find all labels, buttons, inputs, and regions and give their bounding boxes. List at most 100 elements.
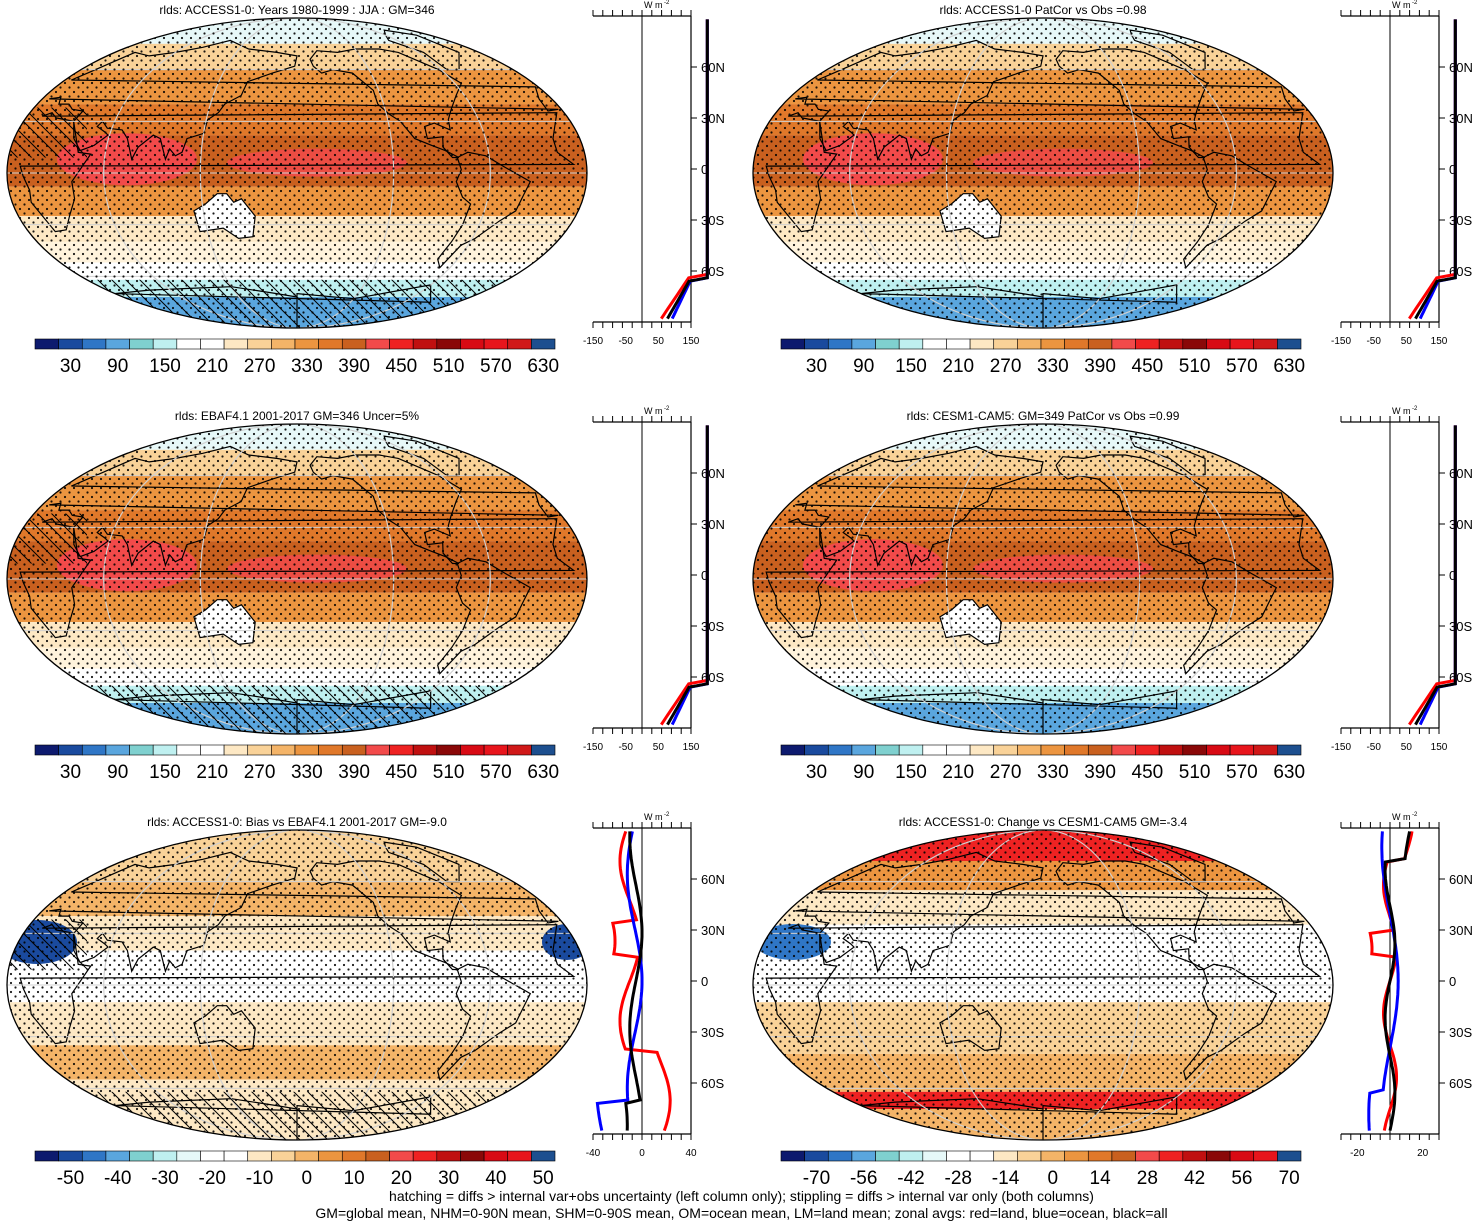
colorbar-swatch (200, 744, 225, 756)
colorbar-swatch (176, 1150, 201, 1162)
colorbar-swatch (1111, 744, 1136, 756)
zonal-lat-label: 60N (701, 466, 725, 481)
colorbar-label: -40 (104, 1168, 131, 1189)
zonal-x-tick-label: -50 (1366, 742, 1381, 753)
colorbar-swatch (898, 1150, 924, 1162)
map-outline (752, 423, 1334, 735)
panel-title: rlds: ACCESS1-0: Change vs CESM1-CAM5 GM… (899, 815, 1188, 829)
zonal-unit-label: W m (644, 812, 663, 822)
colorbar-swatch (1206, 744, 1231, 756)
colorbar-swatch (81, 744, 107, 756)
map-outline (6, 17, 588, 329)
zonal-lat-label: 60N (1449, 872, 1473, 887)
colorbar-swatch (1158, 744, 1184, 756)
colorbar-swatch (1040, 338, 1065, 350)
zonal-curve-land (611, 830, 672, 1132)
colorbar-swatch (1064, 744, 1089, 756)
zonal-curve-all (624, 831, 644, 1131)
zonal-x-tick-label: -150 (1331, 742, 1351, 753)
colorbar-label: 570 (480, 356, 512, 377)
colorbar-label: -42 (897, 1168, 924, 1189)
colorbar-swatch (483, 1150, 509, 1162)
colorbar-label: 330 (291, 762, 323, 783)
colorbar-swatch (804, 338, 829, 350)
zonal-lat-label: 30S (701, 619, 724, 634)
colorbar-swatch (1135, 1150, 1160, 1162)
map-field (753, 830, 1333, 1140)
colorbar-swatch (200, 338, 225, 350)
zonal-x-tick-label: 150 (683, 742, 700, 753)
colorbar-swatch (34, 744, 59, 756)
hatching-west (7, 919, 87, 970)
colorbar-label: 20 (391, 1168, 412, 1189)
zonal-axes: -150 -50 50 150 W m -2 60N 30N 0 30S 60S (583, 0, 725, 347)
colorbar-swatch (341, 744, 367, 756)
colorbar-swatch (827, 744, 853, 756)
colorbar-label: 330 (1037, 762, 1069, 783)
colorbar-swatch (318, 338, 343, 350)
colorbar-label: -28 (945, 1168, 972, 1189)
colorbar-label: 270 (244, 356, 276, 377)
hatching-west (7, 513, 87, 564)
zonal-x-tick-label: 50 (1401, 336, 1413, 347)
colorbar-swatch (58, 744, 83, 756)
colorbar-label: 14 (1090, 1168, 1112, 1189)
colorbar-label: 90 (853, 762, 874, 783)
colorbar-swatch (152, 744, 178, 756)
hatching-south (7, 1091, 587, 1140)
colorbar-swatch (1087, 1150, 1113, 1162)
zonal-x-tick-label: -150 (583, 742, 603, 753)
colorbar-swatch (1087, 744, 1113, 756)
colorbar-swatch (58, 338, 83, 350)
stippling-overlay (7, 18, 587, 328)
colorbar-label: 210 (942, 356, 974, 377)
colorbar-swatch (152, 1150, 178, 1162)
colorbar-label: 150 (149, 762, 181, 783)
colorbar-swatch (389, 338, 414, 350)
zonal-axes: -150 -50 50 150 W m -2 60N 30N 0 30S 60S (1331, 406, 1473, 753)
colorbar-swatch (1182, 338, 1207, 350)
colorbar-swatch (176, 744, 201, 756)
colorbar-swatch (531, 1150, 556, 1162)
colorbar-swatch (294, 744, 319, 756)
colorbar-swatch (460, 338, 485, 350)
colorbar-label: 450 (1132, 356, 1164, 377)
colorbar-label: 270 (244, 762, 276, 783)
panel-title: rlds: ACCESS1-0: Years 1980-1999 : JJA :… (159, 3, 434, 17)
colorbar-label: 0 (1048, 1168, 1059, 1189)
colorbar-swatch (436, 744, 461, 756)
colorbar-swatch (969, 744, 995, 756)
zonal-lat-label: 0 (1449, 162, 1456, 177)
zonal-lat-label: 60S (701, 670, 724, 685)
zonal-lat-label: 30N (701, 923, 725, 938)
colorbar-swatch (1253, 1150, 1278, 1162)
map-field (753, 424, 1333, 734)
colorbar-swatch (946, 1150, 971, 1162)
colorbar-label: 570 (1226, 356, 1258, 377)
colorbar-swatch (483, 338, 509, 350)
colorbar-swatch (247, 744, 272, 756)
colorbar-label: 510 (433, 356, 465, 377)
colorbar-label: 0 (302, 1168, 313, 1189)
colorbar-swatch (341, 338, 367, 350)
colorbar-label: 90 (107, 762, 128, 783)
colorbar-label: -30 (151, 1168, 178, 1189)
zonal-x-tick-label: -50 (618, 336, 633, 347)
colorbar-swatch (271, 744, 296, 756)
zonal-unit-exponent: -2 (1412, 0, 1418, 6)
colorbar-swatch (412, 744, 438, 756)
colorbar-swatch (1229, 744, 1255, 756)
zonal-unit-label: W m (1392, 812, 1411, 822)
colorbar-swatch (1158, 338, 1184, 350)
colorbar-label: 510 (1179, 356, 1211, 377)
colorbar-label: -50 (57, 1168, 84, 1189)
colorbar-label: 210 (942, 762, 974, 783)
zonal-lat-label: 30S (701, 213, 724, 228)
zonal-x-tick-label: 50 (1401, 742, 1413, 753)
zonal-unit-exponent: -2 (1412, 406, 1418, 412)
colorbar-label: -10 (246, 1168, 273, 1189)
colorbar-label: 510 (433, 762, 465, 783)
colorbar-swatch (1017, 338, 1042, 350)
colorbar-swatch (460, 1150, 485, 1162)
colorbar-swatch (105, 744, 130, 756)
